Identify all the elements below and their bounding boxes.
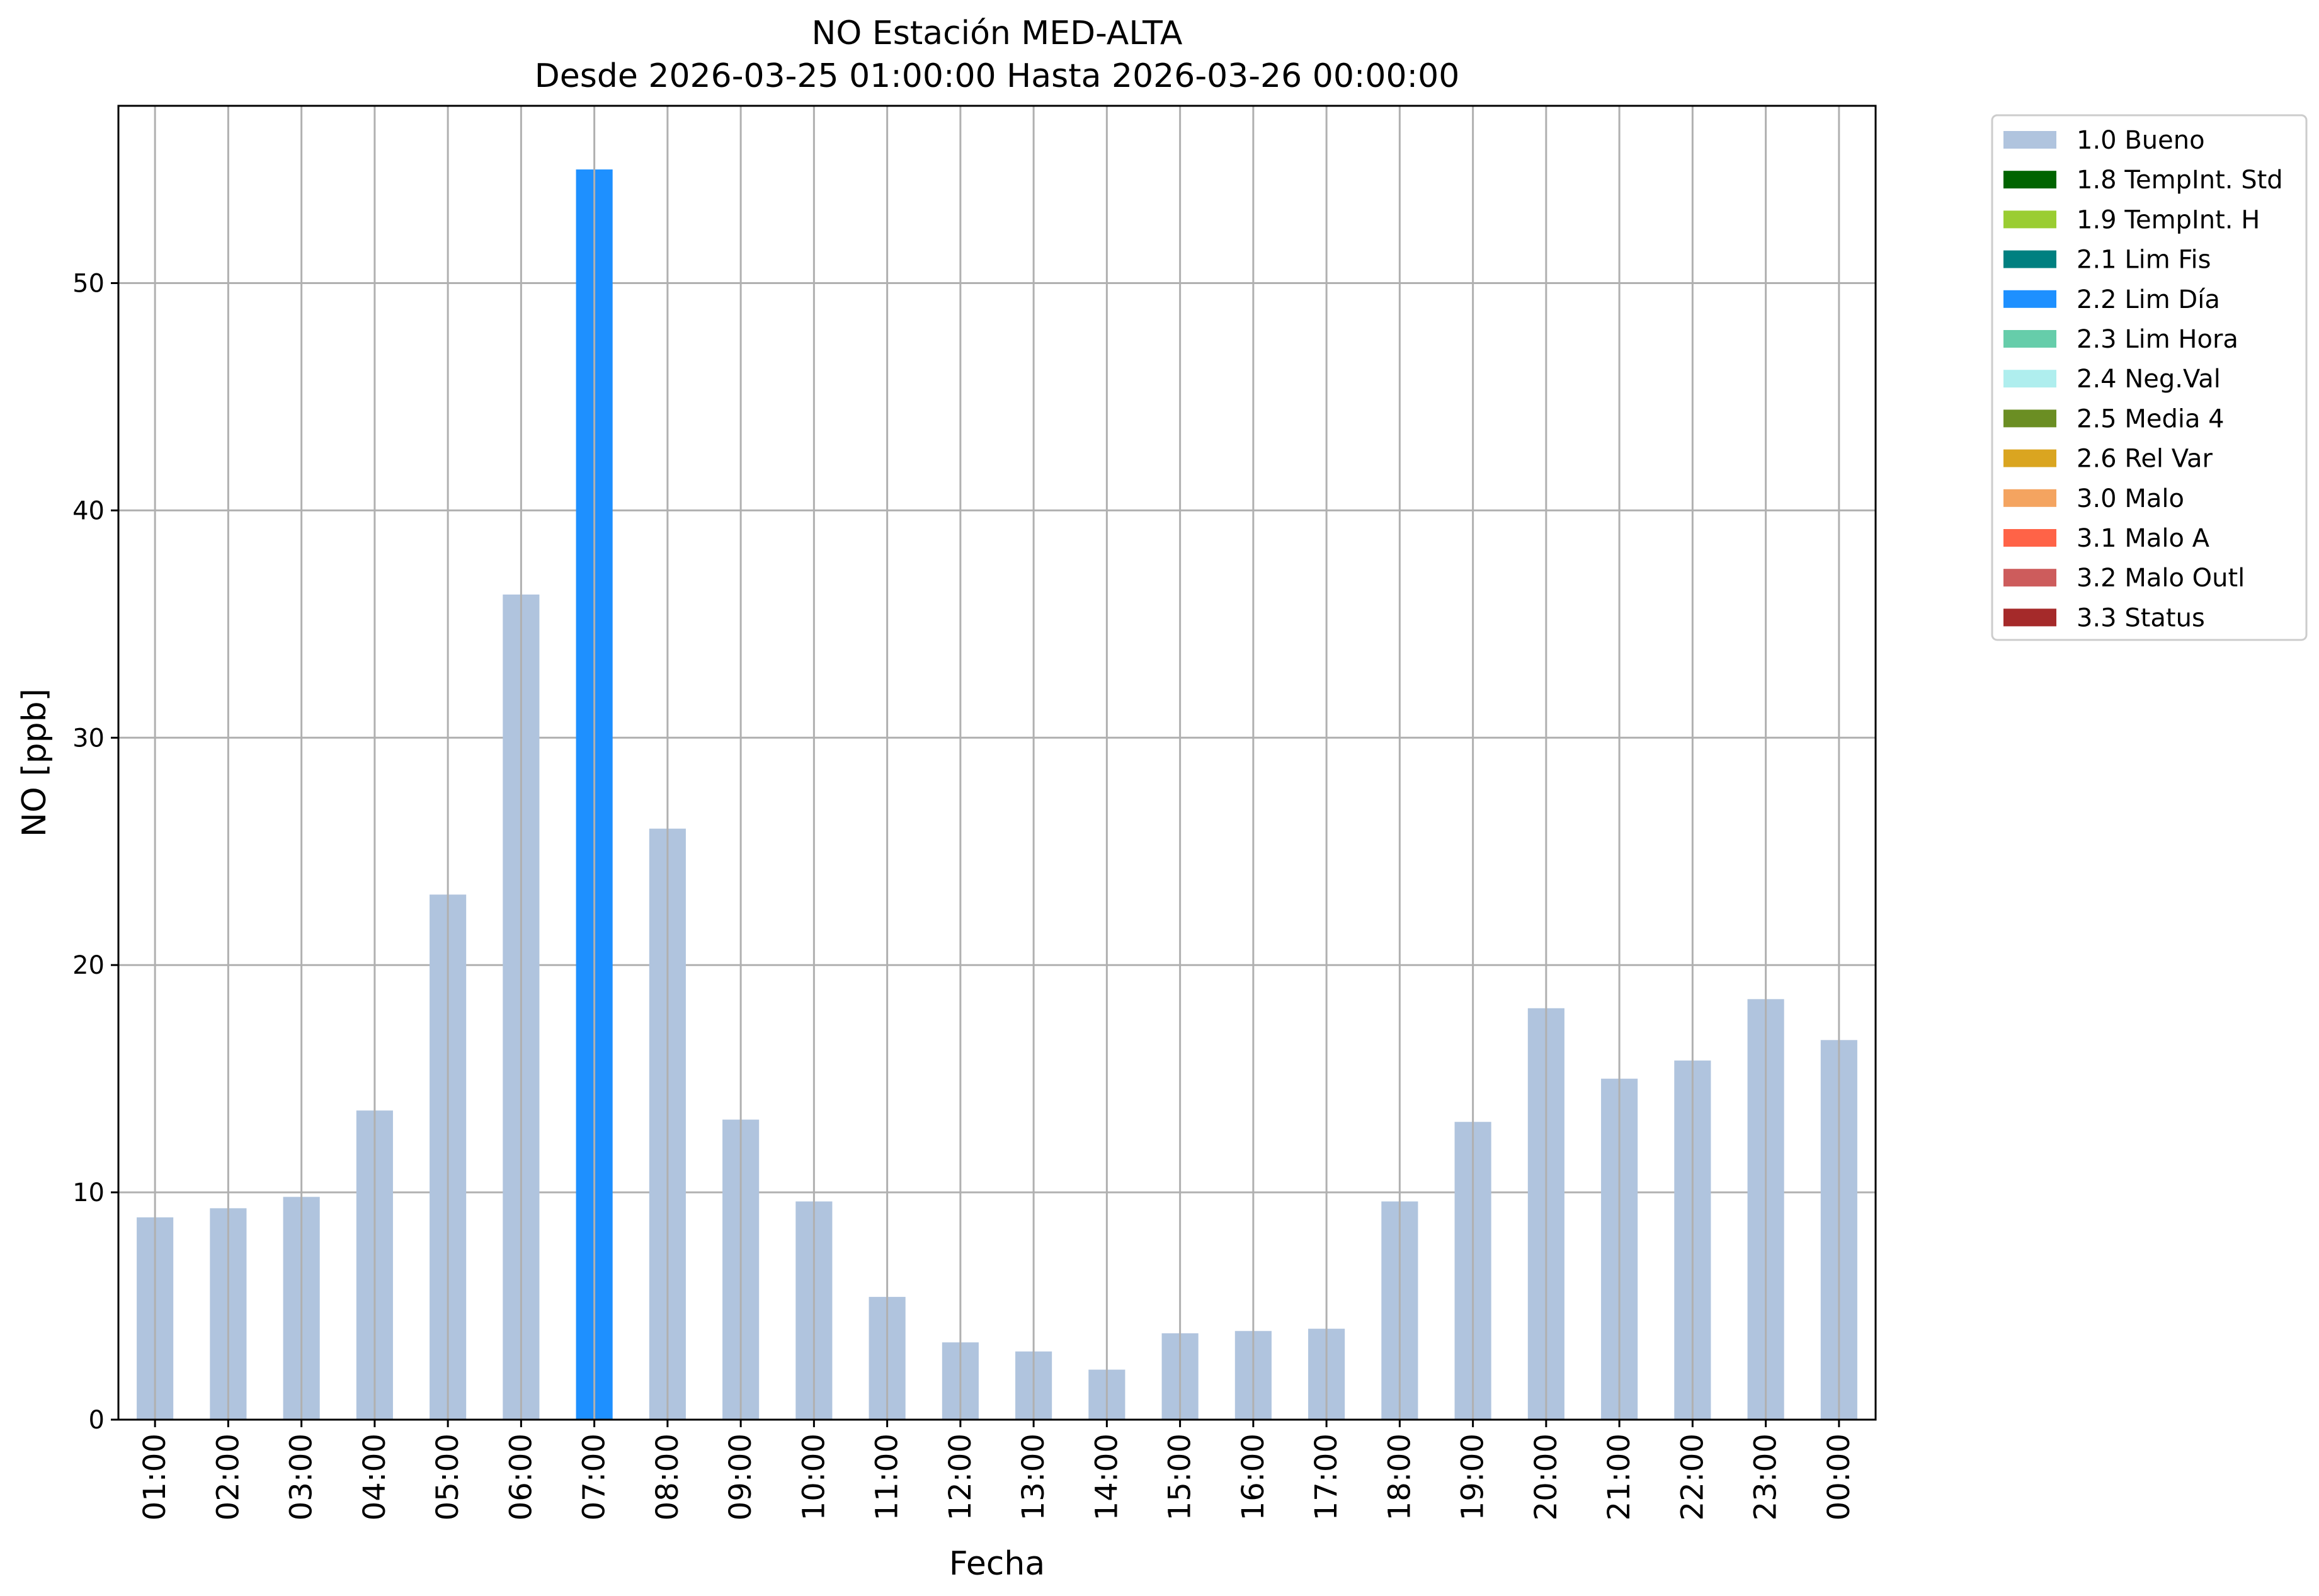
x-tick-label: 06:00 <box>503 1434 538 1520</box>
legend-label: 2.5 Media 4 <box>2077 404 2225 433</box>
x-tick-label: 05:00 <box>430 1434 465 1520</box>
y-tick-label: 10 <box>72 1178 105 1207</box>
plot-frame <box>117 105 1877 1421</box>
chart-subtitle: Desde 2026-03-25 01:00:00 Hasta 2026-03-… <box>535 57 1460 95</box>
legend-swatch <box>2003 210 2056 229</box>
x-axis: 01:00 02:00 03:00 04:00 05:00 06:00 07:00 08:00… <box>137 1420 1857 1520</box>
legend-label: 3.2 Malo Outl <box>2077 564 2245 593</box>
legend-swatch <box>2003 449 2056 467</box>
x-tick-label: 23:00 <box>1748 1434 1784 1520</box>
y-tick-label: 30 <box>72 724 105 753</box>
x-tick-label: 21:00 <box>1602 1434 1637 1520</box>
vertical-grid <box>154 106 1840 1420</box>
legend-label: 1.0 Bueno <box>2077 126 2205 155</box>
legend-label: 1.8 TempInt. Std <box>2077 166 2283 195</box>
y-tick-label: 40 <box>72 496 105 525</box>
legend-swatch <box>2003 171 2056 189</box>
y-tick-label: 50 <box>72 270 105 299</box>
x-tick-label: 03:00 <box>284 1434 319 1520</box>
legend-label: 2.6 Rel Var <box>2077 445 2213 474</box>
x-tick-label: 10:00 <box>796 1434 831 1520</box>
legend-label: 1.9 TempInt. H <box>2077 205 2260 234</box>
x-tick-label: 02:00 <box>210 1434 246 1520</box>
legend-label: 2.2 Lim Día <box>2077 285 2220 314</box>
y-tick-label: 20 <box>72 951 105 980</box>
x-tick-label: 11:00 <box>870 1434 905 1520</box>
legend-swatch <box>2003 409 2056 428</box>
x-tick-label: 22:00 <box>1675 1434 1710 1520</box>
legend-label: 2.1 Lim Fis <box>2077 246 2211 275</box>
x-tick-label: 17:00 <box>1309 1434 1344 1520</box>
x-tick-label: 13:00 <box>1016 1434 1051 1520</box>
chart-title: NO Estación MED-ALTA <box>812 14 1183 52</box>
legend-label: 3.3 Status <box>2077 603 2205 632</box>
x-tick-label: 20:00 <box>1529 1434 1564 1520</box>
x-tick-label: 14:00 <box>1089 1434 1124 1520</box>
legend-label: 2.4 Neg.Val <box>2077 365 2221 394</box>
x-tick-label: 16:00 <box>1236 1434 1271 1520</box>
x-tick-label: 19:00 <box>1456 1434 1491 1520</box>
legend-frame <box>1991 114 2308 641</box>
x-tick-label: 12:00 <box>943 1434 978 1520</box>
y-axis-label: NO [ppb] <box>16 688 54 837</box>
x-tick-label: 01:00 <box>137 1434 173 1520</box>
legend-swatch <box>2003 131 2056 149</box>
x-tick-label: 15:00 <box>1163 1434 1198 1520</box>
x-tick-label: 04:00 <box>357 1434 392 1520</box>
x-tick-label: 07:00 <box>577 1434 612 1520</box>
legend-swatch <box>2003 608 2056 627</box>
y-tick-label: 0 <box>89 1406 105 1435</box>
legend-swatch <box>2003 330 2056 348</box>
legend-swatch <box>2003 290 2056 308</box>
legend-swatch <box>2003 250 2056 268</box>
x-tick-label: 09:00 <box>723 1434 758 1520</box>
legend-label: 2.3 Lim Hora <box>2077 325 2238 354</box>
x-tick-label: 18:00 <box>1382 1434 1417 1520</box>
x-axis-label: Fecha <box>949 1545 1045 1583</box>
legend: 1.0 Bueno 1.8 TempInt. Std 1.9 TempInt. H 2… <box>1991 114 2308 641</box>
legend-swatch <box>2003 370 2056 388</box>
legend-label: 3.1 Malo A <box>2077 524 2210 553</box>
legend-swatch <box>2003 529 2056 547</box>
x-tick-label: 00:00 <box>1821 1434 1857 1520</box>
legend-label: 3.0 Malo <box>2077 484 2184 513</box>
legend-swatch <box>2003 569 2056 587</box>
x-tick-label: 08:00 <box>650 1434 685 1520</box>
legend-swatch <box>2003 489 2056 507</box>
y-axis: 0 10 20 30 40 50 <box>72 270 118 1435</box>
